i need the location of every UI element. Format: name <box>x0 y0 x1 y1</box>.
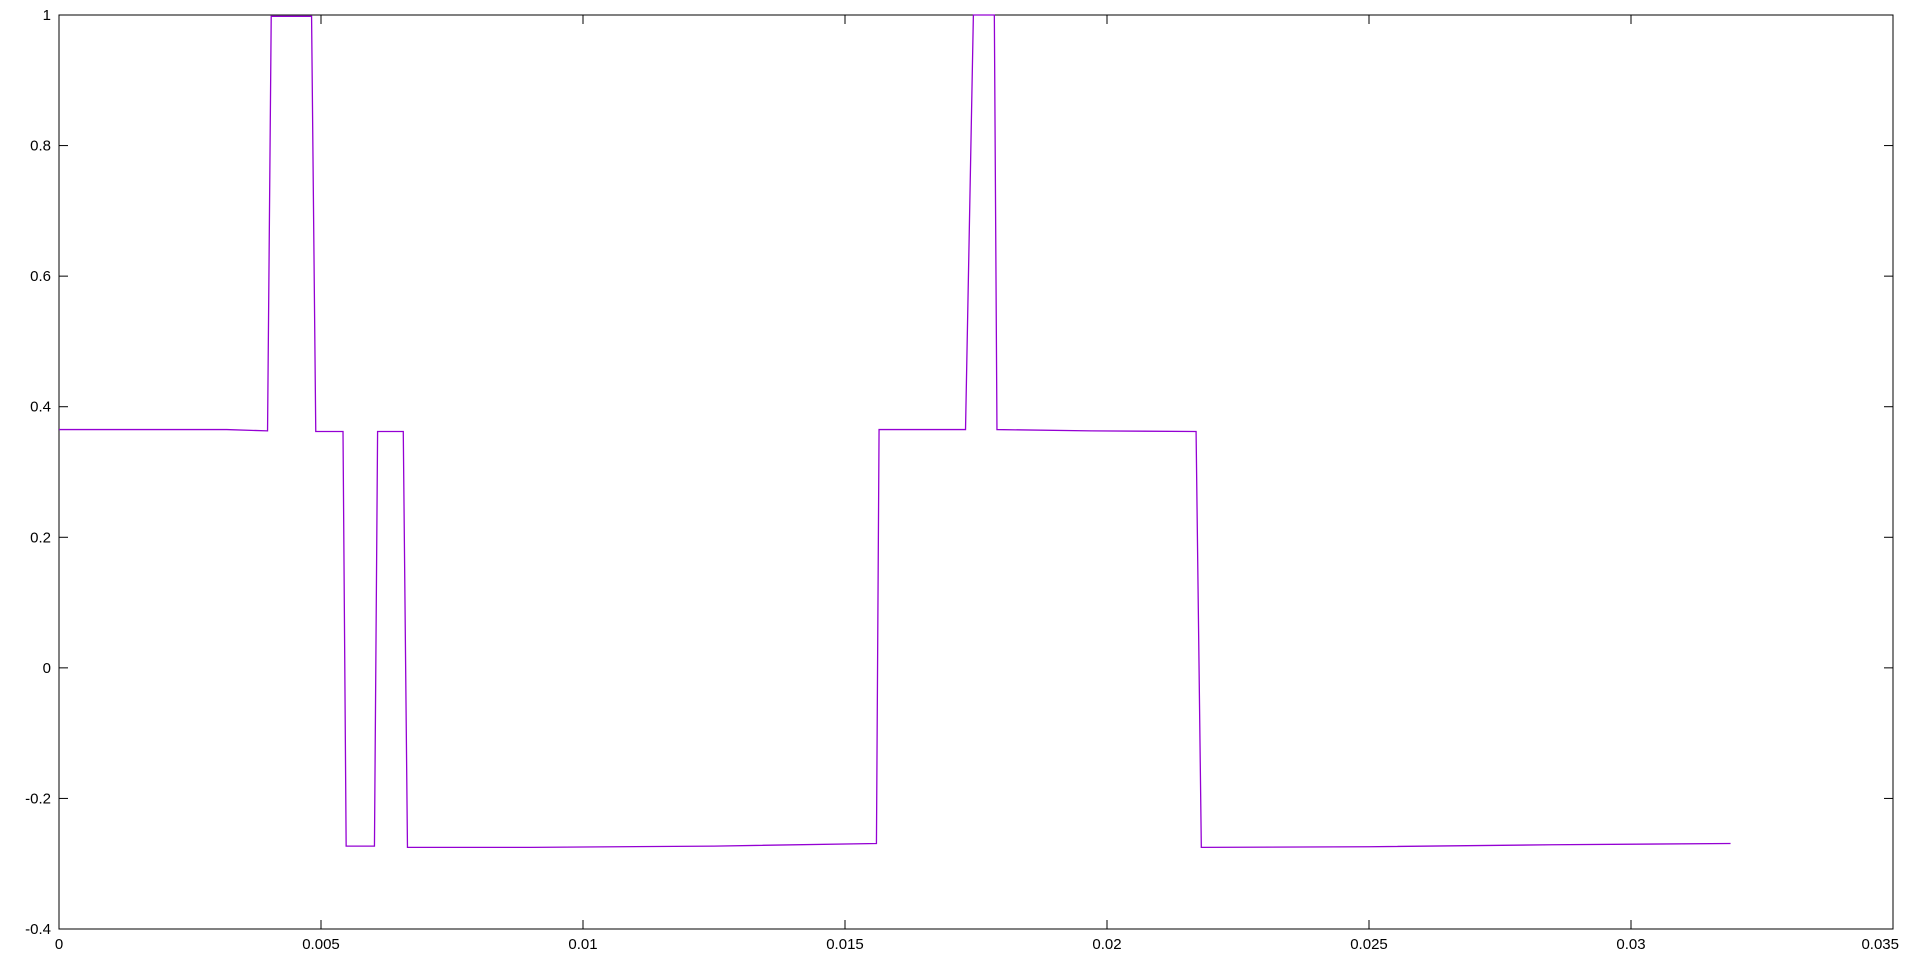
x-tick-label: 0.01 <box>568 936 597 953</box>
x-tick-label: 0.005 <box>302 936 340 953</box>
x-tick-label: 0.035 <box>1861 936 1899 953</box>
y-tick-label: 1 <box>43 7 51 24</box>
y-tick-label: 0.4 <box>30 399 51 416</box>
y-tick-label: 0.2 <box>30 529 51 546</box>
x-tick-label: 0.025 <box>1350 936 1388 953</box>
y-tick-label: 0.6 <box>30 268 51 285</box>
x-axis: 0 0.005 0.01 0.015 0.02 0.025 0.03 0.035 <box>55 15 1899 953</box>
y-axis: -0.4 -0.2 0 0.2 0.4 0.6 0.8 1 <box>25 7 1893 938</box>
x-tick-label: 0.02 <box>1092 936 1121 953</box>
y-tick-label: -0.2 <box>25 790 51 807</box>
x-tick-label: 0 <box>55 936 63 953</box>
series-line <box>59 14 1731 849</box>
y-tick-label: 0 <box>43 660 51 677</box>
x-tick-label: 0.03 <box>1616 936 1645 953</box>
plot-frame <box>58 14 1894 930</box>
y-tick-label: 0.8 <box>30 138 51 155</box>
y-tick-label: -0.4 <box>25 921 51 938</box>
x-tick-label: 0.015 <box>826 936 864 953</box>
